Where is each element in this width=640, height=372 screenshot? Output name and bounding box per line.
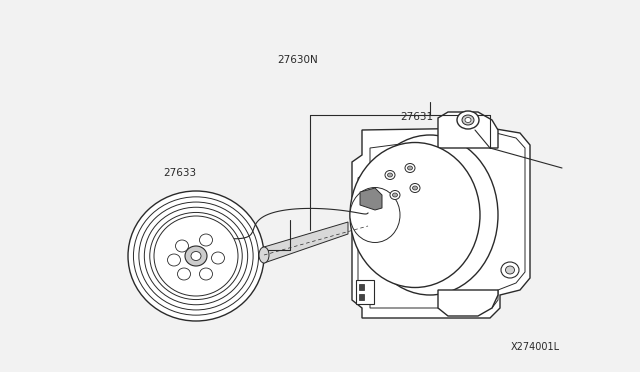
Ellipse shape	[413, 186, 417, 190]
Ellipse shape	[387, 173, 392, 177]
Ellipse shape	[191, 251, 201, 260]
Ellipse shape	[185, 246, 207, 266]
Ellipse shape	[350, 187, 400, 243]
Ellipse shape	[405, 164, 415, 173]
Ellipse shape	[408, 166, 413, 170]
Bar	[359, 284, 364, 290]
Text: 27633: 27633	[163, 168, 196, 178]
Ellipse shape	[501, 262, 519, 278]
Text: 27630N: 27630N	[277, 55, 318, 65]
Polygon shape	[352, 128, 530, 318]
Bar	[359, 294, 364, 300]
Ellipse shape	[168, 254, 180, 266]
Polygon shape	[358, 132, 525, 308]
Polygon shape	[264, 222, 348, 263]
Ellipse shape	[200, 234, 212, 246]
Ellipse shape	[200, 268, 212, 280]
Ellipse shape	[211, 252, 225, 264]
Ellipse shape	[128, 191, 264, 321]
Ellipse shape	[350, 142, 480, 288]
Text: X274001L: X274001L	[511, 341, 560, 352]
Ellipse shape	[259, 247, 269, 263]
Ellipse shape	[175, 240, 189, 252]
Ellipse shape	[154, 216, 238, 296]
Ellipse shape	[410, 183, 420, 192]
Text: 27631: 27631	[400, 112, 433, 122]
Ellipse shape	[390, 190, 400, 199]
Ellipse shape	[392, 193, 397, 197]
Ellipse shape	[177, 268, 191, 280]
Ellipse shape	[385, 170, 395, 180]
Polygon shape	[438, 112, 498, 148]
Ellipse shape	[462, 115, 474, 125]
Polygon shape	[438, 290, 498, 316]
Ellipse shape	[362, 135, 498, 295]
Ellipse shape	[465, 118, 471, 122]
Ellipse shape	[506, 266, 515, 274]
Ellipse shape	[457, 111, 479, 129]
Bar	[356, 280, 374, 304]
Polygon shape	[360, 188, 382, 210]
